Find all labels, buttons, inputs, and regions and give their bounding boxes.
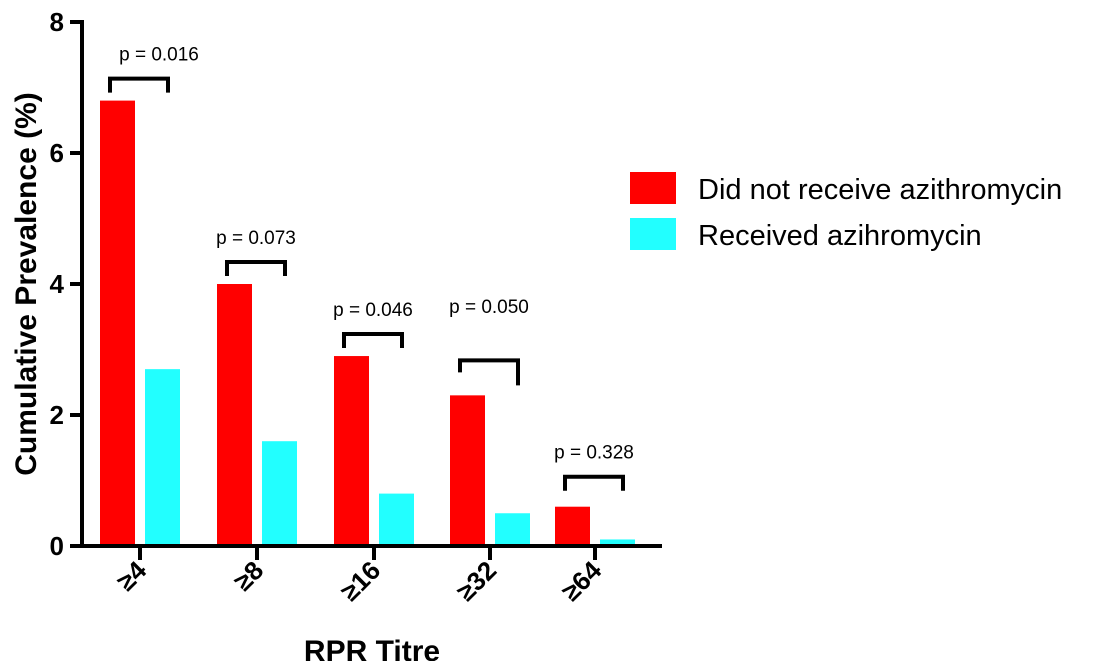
x-axis-title: RPR Titre	[304, 635, 440, 661]
x-ticks: ≥4 ≥8 ≥16 ≥32 ≥64	[111, 546, 608, 607]
bar-received-2	[379, 493, 414, 546]
legend: Did not receive azithromycin Received azi…	[630, 172, 1062, 252]
bar-not-received-1	[217, 284, 252, 546]
bar-received-4	[600, 539, 635, 546]
bar-received-0	[145, 369, 180, 546]
y-axis-title: Cumulative Prevalence (%)	[10, 92, 43, 475]
y-tick-label-6: 6	[50, 138, 64, 168]
y-ticks: 0 2 4 6 8	[50, 7, 82, 561]
legend-label-received: Received azihromycin	[698, 220, 982, 252]
y-tick-label-0: 0	[50, 531, 64, 561]
bar-not-received-2	[334, 356, 369, 546]
y-tick-label-2: 2	[50, 400, 64, 430]
p-value-label-1: p = 0.073	[216, 228, 296, 249]
legend-swatch-received	[630, 218, 676, 250]
bars-group	[100, 100, 635, 546]
significance-bracket-2	[342, 332, 404, 349]
y-tick-label-8: 8	[50, 7, 64, 37]
significance-bracket-4	[563, 474, 625, 491]
p-value-label-0: p = 0.016	[119, 45, 199, 66]
x-tick-label-2: ≥16	[334, 555, 386, 607]
legend-swatch-not-received	[630, 172, 676, 204]
y-tick-label-4: 4	[50, 269, 65, 299]
p-value-label-3: p = 0.050	[449, 297, 529, 318]
bar-not-received-0	[100, 100, 135, 546]
bar-not-received-4	[555, 506, 590, 546]
p-value-label-2: p = 0.046	[333, 300, 413, 321]
bar-received-1	[262, 441, 297, 546]
significance-bracket-3	[458, 358, 520, 386]
x-tick-label-3: ≥32	[450, 555, 502, 607]
x-tick-label-4: ≥64	[555, 555, 607, 607]
bar-received-3	[495, 513, 530, 546]
significance-bracket-0	[108, 76, 170, 93]
x-tick-label-0: ≥4	[111, 555, 153, 597]
p-value-label-4: p = 0.328	[554, 443, 634, 464]
significance-brackets: p = 0.016 p = 0.073 p = 0.046 p = 0.050 p = …	[108, 45, 634, 491]
x-tick-label-1: ≥8	[228, 555, 270, 597]
significance-bracket-1	[225, 260, 287, 276]
bar-not-received-3	[450, 395, 485, 546]
legend-label-not-received: Did not receive azithromycin	[698, 174, 1062, 206]
